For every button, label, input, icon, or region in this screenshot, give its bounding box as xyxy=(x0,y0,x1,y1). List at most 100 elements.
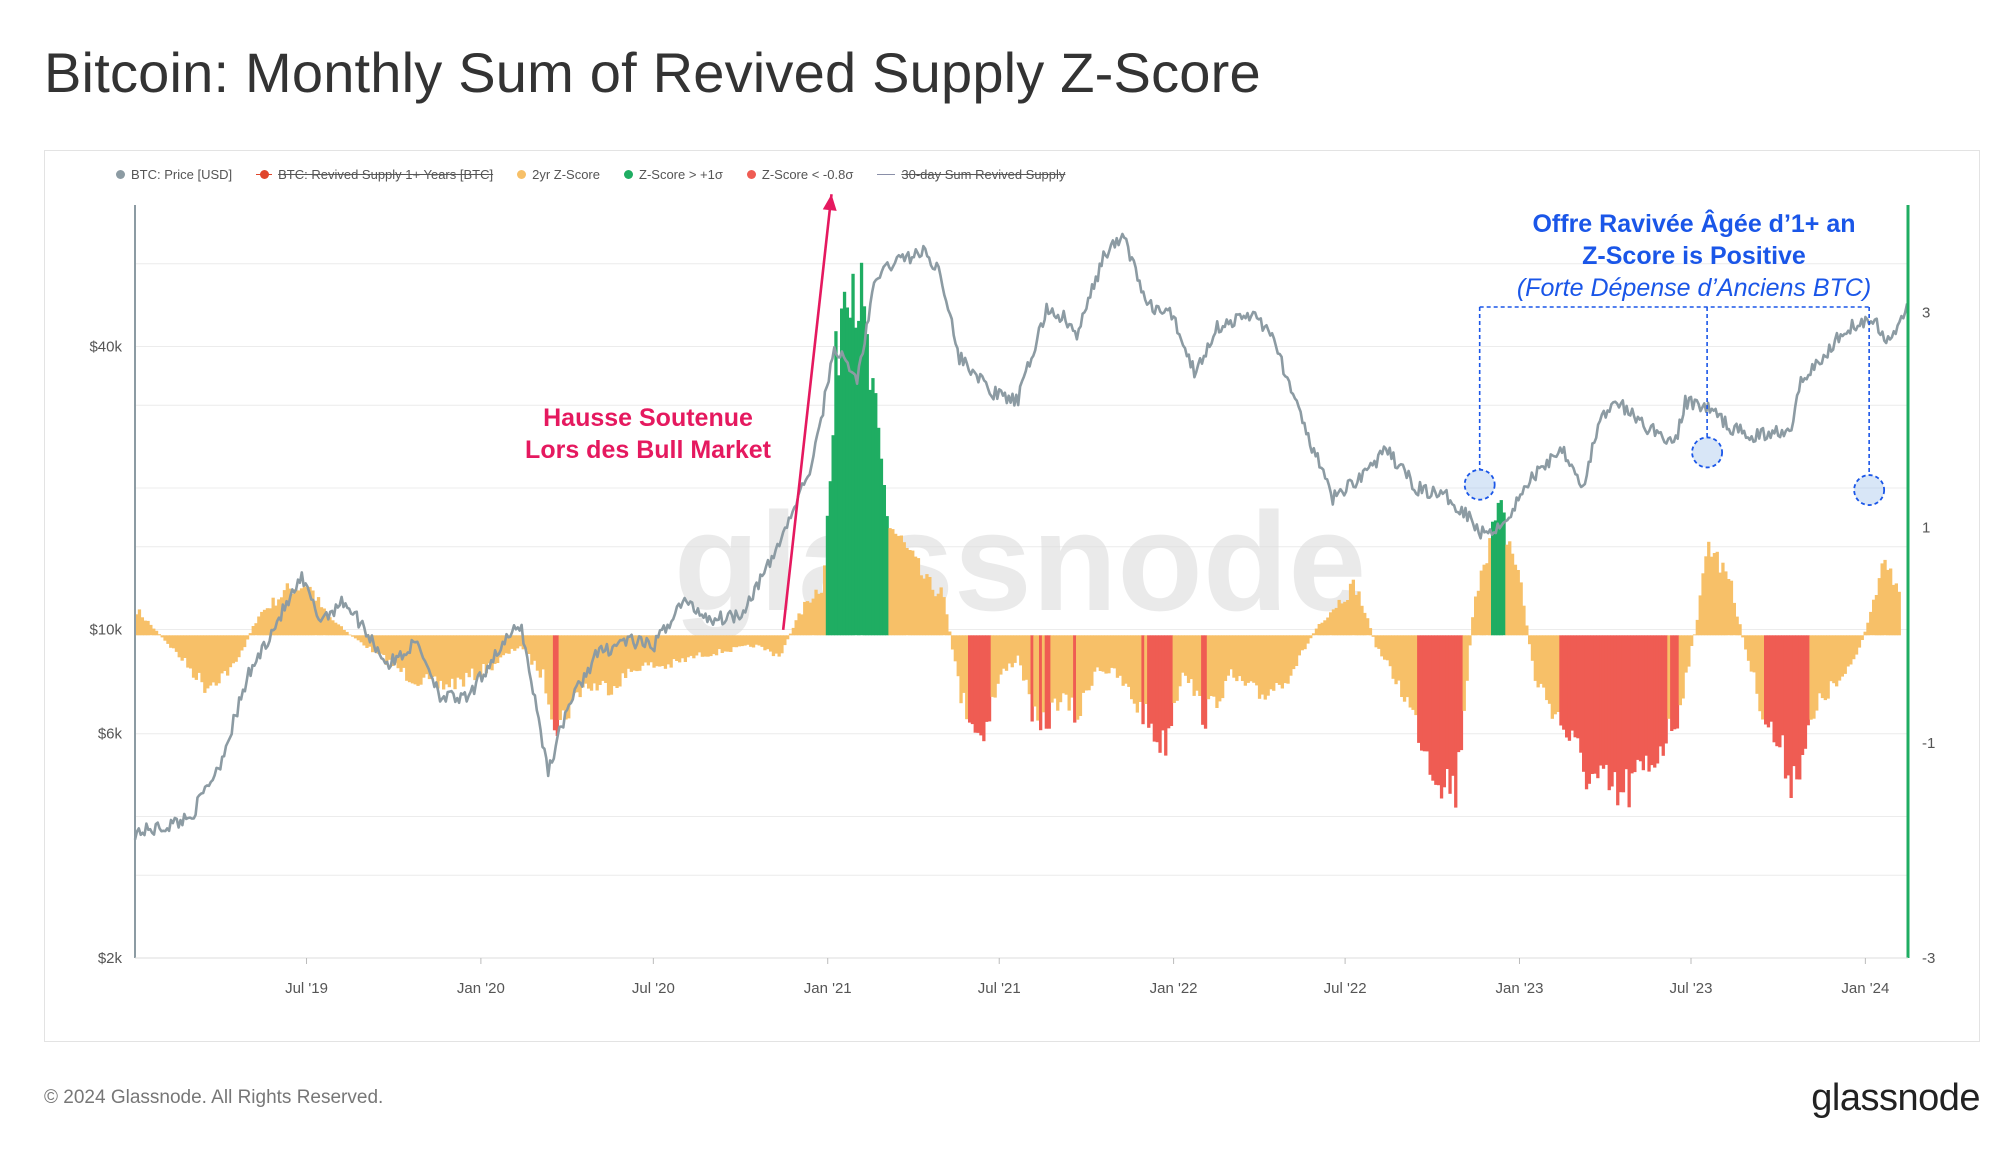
zscore-bar xyxy=(797,613,801,636)
zscore-bar xyxy=(1169,635,1174,726)
zscore-bar xyxy=(788,633,793,636)
zscore-bar xyxy=(749,635,753,647)
zscore-bar xyxy=(1272,635,1276,691)
zscore-bar xyxy=(1815,635,1819,711)
legend-marker xyxy=(746,169,756,179)
zscore-bar xyxy=(1454,635,1458,808)
legend-item[interactable]: BTC: Price [USD] xyxy=(116,167,232,182)
copyright-text: © 2024 Glassnode. All Rights Reserved. xyxy=(44,1087,384,1108)
zscore-bar xyxy=(615,635,619,688)
zscore-bar xyxy=(336,624,341,636)
zscore-bar xyxy=(743,635,747,646)
zscore-bar xyxy=(1465,635,1469,681)
zscore-bar xyxy=(1661,635,1665,756)
zscore-bar xyxy=(1863,631,1867,636)
zscore-bar xyxy=(544,635,548,694)
zscore-bar xyxy=(774,635,778,654)
zscore-bar xyxy=(709,635,713,657)
legend-item[interactable]: BTC: Revived Supply 1+ Years [BTC] xyxy=(256,167,493,182)
zscore-bar xyxy=(845,307,849,636)
zscore-bar xyxy=(1118,635,1122,676)
zscore-bar xyxy=(1408,635,1412,708)
legend-item[interactable]: 30-day Sum Revived Supply xyxy=(877,167,1065,182)
zscore-bar xyxy=(925,574,929,636)
zscore-bar xyxy=(1323,620,1327,636)
zscore-bar xyxy=(1405,635,1410,698)
zscore-bar xyxy=(783,635,787,646)
zscore-bar xyxy=(1385,635,1390,661)
zscore-bar xyxy=(763,635,767,651)
zscore-bar xyxy=(561,635,565,711)
zscore-bar xyxy=(356,635,360,641)
zscore-bar xyxy=(1749,635,1753,672)
zscore-bar xyxy=(541,635,545,670)
zscore-bar xyxy=(1189,635,1193,680)
zscore-bar xyxy=(331,620,335,636)
zscore-bar xyxy=(444,635,449,685)
zscore-bar xyxy=(624,635,628,678)
zscore-bar xyxy=(842,291,847,636)
zscore-bar xyxy=(1673,635,1677,730)
zscore-bar xyxy=(1664,635,1668,744)
zscore-bar xyxy=(1684,635,1688,673)
zscore-bar xyxy=(1445,635,1449,769)
zscore-bar xyxy=(1806,635,1810,726)
zscore-bar xyxy=(1599,635,1603,766)
zscore-bar xyxy=(1692,634,1697,636)
zscore-bar xyxy=(1619,635,1623,793)
zscore-bar xyxy=(1115,635,1120,678)
zscore-bar xyxy=(1695,619,1699,636)
zscore-bar xyxy=(194,635,198,680)
zscore-bar xyxy=(191,635,196,678)
zscore-bar xyxy=(769,635,773,652)
legend-item[interactable]: 2yr Z-Score xyxy=(517,167,600,182)
zscore-bar xyxy=(635,635,639,672)
zscore-bar xyxy=(461,635,466,687)
zscore-bar xyxy=(282,590,287,636)
zscore-bar xyxy=(1471,617,1475,636)
zscore-bar xyxy=(393,635,397,663)
zscore-bar xyxy=(515,635,520,649)
zscore-bar xyxy=(1835,635,1839,687)
zscore-bar xyxy=(1493,520,1498,636)
zscore-bar xyxy=(427,635,432,680)
x-tick-label: Jul '19 xyxy=(285,980,328,997)
glassnode-logo[interactable]: glassnode xyxy=(1811,1077,1980,1119)
zscore-bar xyxy=(1772,635,1776,743)
zscore-bar xyxy=(1880,563,1884,636)
offre-highlight-circle xyxy=(1853,474,1886,506)
zscore-bar xyxy=(1135,635,1139,713)
zscore-bar xyxy=(1431,635,1435,781)
zscore-bar xyxy=(791,627,795,636)
zscore-bar xyxy=(811,598,815,636)
zscore-bar xyxy=(1374,635,1378,648)
zscore-bar xyxy=(402,635,406,668)
zscore-bar xyxy=(203,635,207,693)
legend-label: 30-day Sum Revived Supply xyxy=(901,166,1066,182)
zscore-bar xyxy=(1476,590,1481,636)
zscore-bar xyxy=(717,635,722,650)
zscore-bar xyxy=(1161,635,1165,731)
zscore-bar xyxy=(1178,635,1182,687)
zscore-bar xyxy=(1846,635,1850,667)
zscore-bar xyxy=(550,635,554,720)
zscore-bar xyxy=(456,635,460,678)
zscore-bar xyxy=(1181,635,1185,673)
zscore-bar xyxy=(1206,635,1211,700)
zscore-bar xyxy=(1209,635,1213,696)
legend-marker xyxy=(877,173,896,175)
zscore-bar xyxy=(1565,635,1569,738)
zscore-bar xyxy=(271,597,275,636)
legend-item[interactable]: Z-Score < -0.8σ xyxy=(746,167,853,182)
zscore-bar xyxy=(507,635,511,654)
zscore-bar xyxy=(1198,635,1202,696)
zscore-bar xyxy=(1107,635,1111,674)
zscore-bar xyxy=(1789,635,1793,798)
zscore-bar xyxy=(643,635,648,663)
legend-item[interactable]: Z-Score > +1σ xyxy=(624,167,723,182)
zscore-bar xyxy=(299,588,304,636)
y-right-tick-label: -1 xyxy=(1922,735,1935,752)
zscore-bar xyxy=(1818,635,1822,694)
zscore-bar xyxy=(1735,616,1739,636)
zscore-bar xyxy=(1093,635,1097,672)
